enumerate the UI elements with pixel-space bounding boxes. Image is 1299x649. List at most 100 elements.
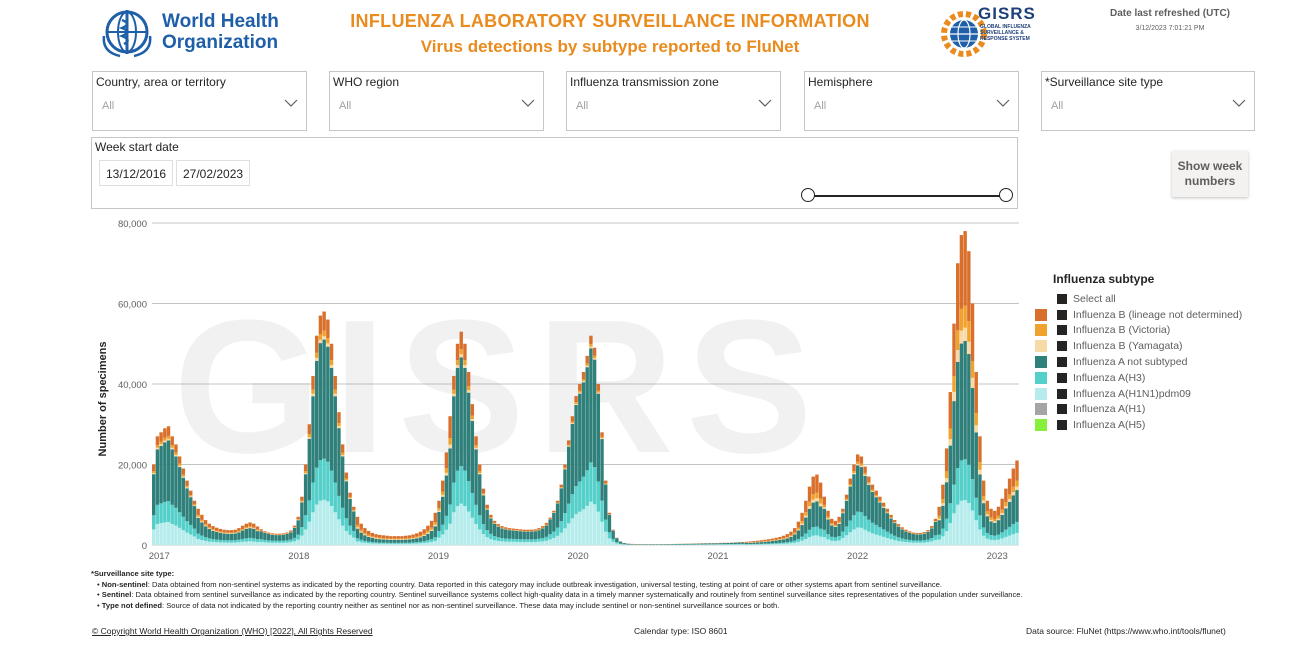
legend-item[interactable]: Influenza A(H1) [1035, 402, 1285, 418]
chevron-down-icon[interactable] [1232, 98, 1246, 108]
filter-who-region[interactable]: WHO region All [329, 71, 544, 131]
filter-hemisphere[interactable]: Hemisphere All [804, 71, 1019, 131]
bar-segment [574, 403, 578, 406]
bar-segment [192, 504, 197, 506]
bar-segment [1004, 536, 1008, 545]
bar-segment [959, 308, 964, 331]
date-slider-start-handle[interactable] [801, 188, 815, 202]
bar-segment [441, 524, 445, 535]
bar-stack [407, 535, 412, 545]
bar-segment [311, 393, 315, 397]
date-slider-track[interactable] [808, 195, 1006, 197]
bar-stack [852, 464, 856, 545]
legend-select-all[interactable]: Select all [1035, 291, 1285, 307]
bar-segment [700, 543, 704, 545]
bar-segment [993, 510, 997, 519]
checkbox-icon[interactable] [1057, 293, 1067, 304]
filter-country[interactable]: Country, area or territory All [92, 71, 307, 131]
bar-segment [152, 464, 156, 472]
bar-segment [592, 359, 597, 468]
bar-segment [237, 532, 241, 540]
bar-segment [285, 540, 289, 543]
bar-segment [837, 523, 841, 537]
bar-stack [252, 523, 256, 545]
bar-stack [266, 532, 271, 545]
bar-segment [981, 500, 986, 504]
bar-segment [441, 534, 445, 545]
bar-segment [941, 484, 945, 499]
bar-segment [181, 530, 186, 545]
legend-item[interactable]: Influenza A(H1N1)pdm09 [1035, 386, 1285, 402]
chevron-down-icon[interactable] [996, 98, 1010, 108]
bar-segment [326, 343, 330, 347]
bar-segment [470, 415, 475, 420]
bar-segment [474, 445, 478, 448]
checkbox-icon[interactable] [1057, 357, 1067, 368]
chevron-down-icon[interactable] [758, 98, 772, 108]
end-date-input[interactable]: 27/02/2023 [176, 160, 251, 186]
bar-stack [978, 436, 982, 545]
bar-segment [407, 538, 412, 539]
bar-segment [277, 540, 282, 543]
bar-segment [800, 523, 804, 526]
date-slider-end-handle[interactable] [999, 188, 1013, 202]
bar-stack [615, 537, 619, 545]
bar-segment [826, 516, 830, 519]
legend-item[interactable]: Influenza A(H3) [1035, 370, 1285, 386]
legend-item[interactable]: Influenza B (Victoria) [1035, 323, 1285, 339]
checkbox-icon[interactable] [1057, 341, 1067, 352]
bar-segment [237, 542, 241, 545]
bar-stack [985, 500, 990, 545]
bar-segment [781, 535, 786, 539]
filter-surveillance-site-type[interactable]: *Surveillance site type All [1041, 71, 1255, 131]
bar-stack [800, 512, 804, 545]
start-date-input[interactable]: 13/12/2016 [99, 160, 174, 186]
legend-item[interactable]: Influenza A(H5) [1035, 417, 1285, 433]
legend-item[interactable]: Influenza A not subtyped [1035, 354, 1285, 370]
bar-segment [481, 493, 486, 495]
show-week-numbers-button[interactable]: Show week numbers [1172, 151, 1248, 197]
bar-stack [381, 535, 386, 545]
checkbox-icon[interactable] [1057, 420, 1067, 431]
bar-segment [781, 542, 786, 544]
bar-segment [678, 543, 682, 545]
checkbox-icon[interactable] [1057, 388, 1067, 399]
bar-segment [1000, 532, 1004, 539]
bar-segment [959, 343, 964, 461]
chevron-down-icon[interactable] [521, 98, 535, 108]
legend-item[interactable]: Influenza B (Yamagata) [1035, 338, 1285, 354]
bar-segment [222, 533, 226, 541]
filter-transmission-zone[interactable]: Influenza transmission zone All [566, 71, 781, 131]
bar-segment [822, 504, 827, 508]
bar-segment [181, 477, 186, 517]
bar-segment [326, 461, 330, 502]
checkbox-icon[interactable] [1057, 404, 1067, 415]
bar-stack [155, 436, 160, 545]
bar-segment [1007, 526, 1012, 536]
bar-segment [307, 437, 312, 439]
checkbox-icon[interactable] [1057, 309, 1067, 320]
bar-segment [285, 542, 289, 545]
bar-segment [792, 532, 797, 534]
bar-segment [441, 491, 445, 495]
data-source[interactable]: Data source: FluNet (https://www.who.int… [1026, 626, 1226, 636]
bar-segment [185, 532, 189, 545]
bar-segment [937, 534, 941, 540]
chevron-down-icon[interactable] [284, 98, 298, 108]
bar-segment [848, 484, 852, 486]
bar-segment [815, 474, 819, 493]
bar-segment [881, 506, 886, 508]
bar-segment [207, 529, 211, 539]
checkbox-icon[interactable] [1057, 372, 1067, 383]
bar-segment [196, 514, 200, 517]
bar-segment [311, 396, 315, 483]
legend-item[interactable]: Influenza B (lineage not determined) [1035, 307, 1285, 323]
checkbox-icon[interactable] [1057, 325, 1067, 336]
bar-stack [566, 440, 571, 545]
bar-segment [155, 445, 160, 448]
bar-segment [752, 542, 756, 544]
bar-segment [859, 465, 864, 468]
bar-segment [478, 515, 482, 530]
bar-segment [833, 541, 838, 545]
copyright-link[interactable]: © Copyright World Health Organization (W… [92, 626, 373, 636]
